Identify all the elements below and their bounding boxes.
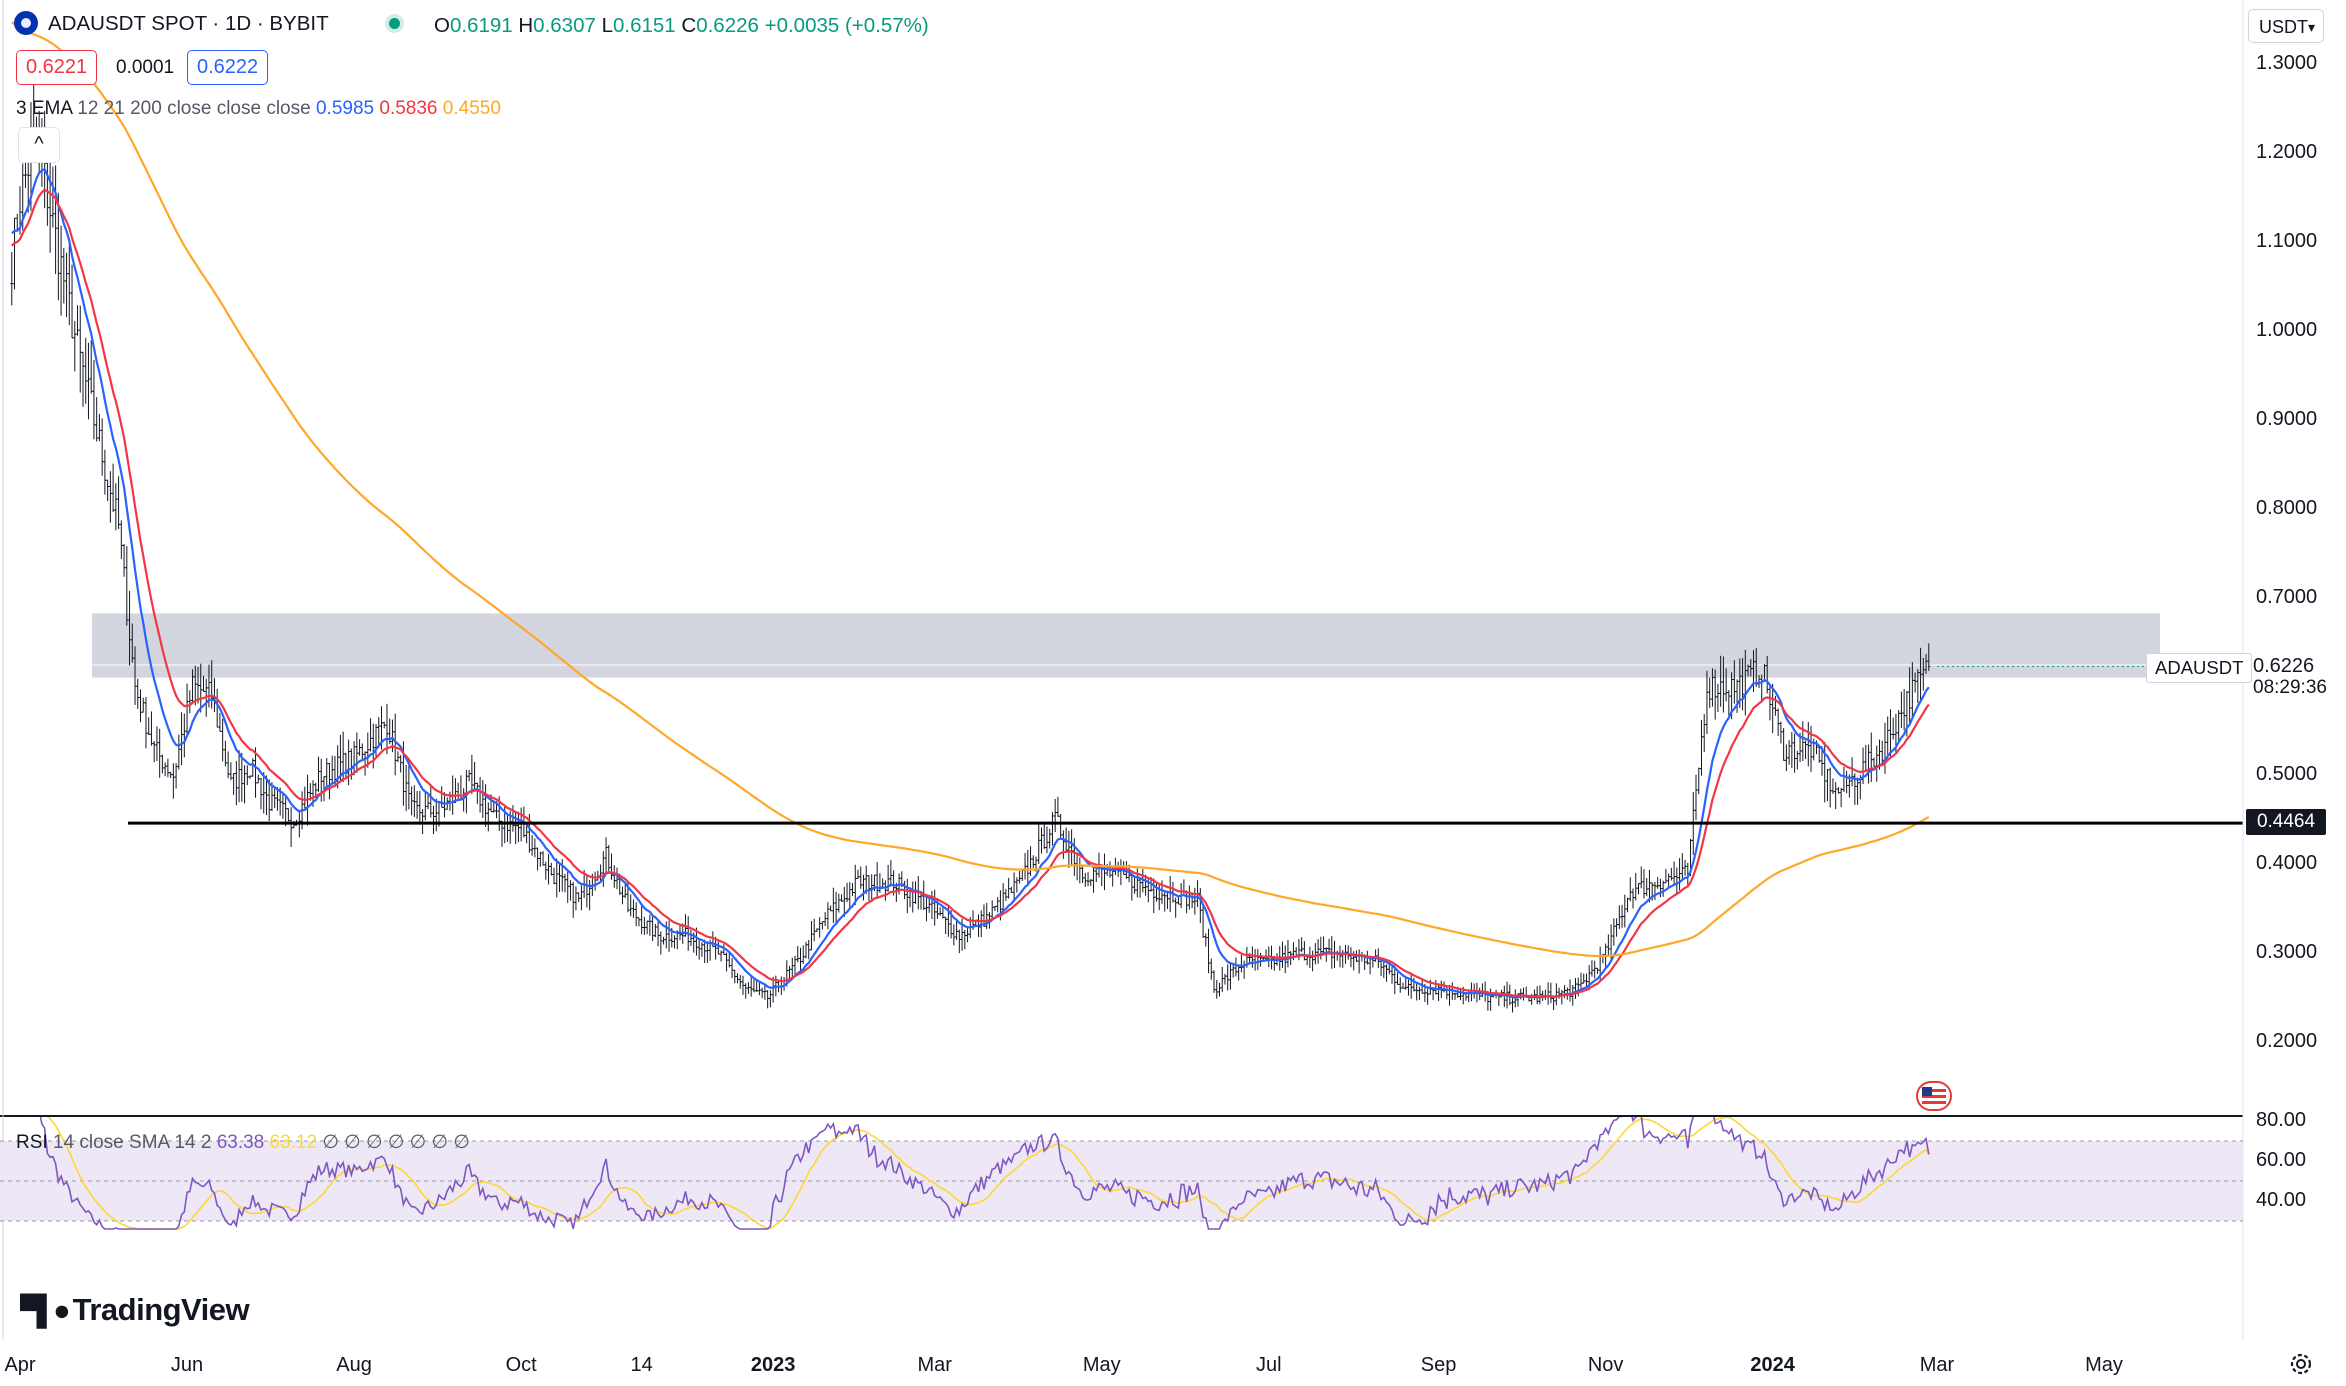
time-tick-label: Sep (1420, 1354, 1457, 1376)
price-tick-label: 1.0000 (2256, 318, 2318, 341)
ema200-value: 0.4550 (442, 98, 501, 119)
low-value: 0.6151 (612, 14, 676, 37)
price-tick-label: 0.9000 (2256, 407, 2318, 430)
price-tick-label: 0.8000 (2256, 496, 2318, 519)
price-tick-label: 0.5000 (2256, 763, 2318, 786)
ema21-value: 0.5836 (379, 98, 438, 119)
rsi-tick-label: 80.00 (2256, 1109, 2307, 1131)
high-value: 0.6307 (533, 14, 596, 37)
tradingview-mark-icon: ▀▌● (20, 1295, 71, 1327)
time-tick-label: Mar (1919, 1354, 1955, 1376)
time-tick-label: Oct (505, 1354, 537, 1376)
price-tick-label: 0.2000 (2256, 1030, 2318, 1053)
price-tick-label: 0.4000 (2256, 852, 2318, 875)
market-status-icon (389, 18, 400, 29)
last-price-label: 0.6226 (2253, 655, 2315, 677)
ohlc-legend: O0.6191 H0.6307 L0.6151 C0.6226 +0.0035 … (434, 14, 929, 37)
spread-value: 0.0001 (116, 57, 175, 78)
ema12-line (11, 168, 1930, 999)
rsi-pane (0, 1117, 2243, 1230)
rsi-tick-label: 40.00 (2256, 1189, 2307, 1211)
symbol-title[interactable]: ADAUSDT SPOT · 1D · BYBIT (48, 12, 329, 35)
change-value: +0.0035 (+0.57%) (764, 14, 929, 37)
ema-params: 12 21 200 close close close (77, 98, 311, 119)
rsi-value: 63.38 (216, 1132, 265, 1153)
currency-select[interactable]: USDT (2248, 9, 2324, 44)
time-tick-label: Nov (1587, 1354, 1624, 1376)
rsi-legend[interactable]: RSI 14 close SMA 14 2 63.38 63.12 ∅ ∅ ∅ … (16, 1131, 470, 1154)
us-flag-icon[interactable] (1916, 1081, 1952, 1111)
ema-title: 3 EMA (16, 98, 72, 119)
time-tick-label: Jul (1255, 1354, 1282, 1376)
collapse-legend-button[interactable]: ^ (18, 127, 60, 163)
tradingview-logo[interactable]: ▀▌● TradingView (20, 1292, 250, 1327)
ema21-line (11, 188, 1930, 998)
time-tick-label: May (1082, 1354, 1121, 1376)
bar-countdown: 08:29:36 (2253, 677, 2327, 698)
rsi-title: RSI (16, 1132, 48, 1153)
price-pane (0, 0, 2244, 1340)
time-tick-label: 2024 (1750, 1354, 1795, 1376)
ema-legend[interactable]: 3 EMA 12 21 200 close close close 0.5985… (16, 98, 501, 120)
price-tick-label: 1.3000 (2256, 52, 2318, 74)
open-value: 0.6191 (449, 14, 513, 37)
candles (10, 84, 1931, 1013)
sell-price-button[interactable]: 0.6221 (16, 50, 98, 85)
rsi-sma-value: 63.12 (269, 1132, 318, 1153)
price-tick-label: 0.7000 (2256, 585, 2318, 608)
price-tick-label: 1.1000 (2256, 229, 2318, 252)
resistance-zone (92, 613, 2160, 678)
time-tick-label: May (2085, 1354, 2123, 1376)
price-tick-label: 1.2000 (2256, 140, 2318, 163)
buy-price-button[interactable]: 0.6222 (187, 50, 269, 85)
time-tick-label: Aug (336, 1354, 372, 1376)
rsi-params: 14 close SMA 14 2 (52, 1132, 212, 1153)
time-tick-label: Jun (170, 1354, 204, 1376)
horizontal-level-label[interactable]: 0.4464 (2246, 809, 2326, 835)
ema12-value: 0.5985 (315, 98, 375, 119)
time-tick-label: Apr (4, 1354, 36, 1376)
rsi-flags: ∅ ∅ ∅ ∅ ∅ ∅ ∅ (322, 1132, 470, 1153)
price-tick-label: 0.3000 (2256, 941, 2318, 964)
ema200-line (11, 21, 1930, 958)
time-tick-label: Mar (917, 1354, 952, 1376)
rsi-sma-line (47, 1117, 1930, 1230)
close-value: 0.6226 (696, 14, 759, 37)
time-tick-label: 14 (630, 1354, 653, 1376)
rsi-tick-label: 60.00 (2256, 1149, 2307, 1171)
settings-gear-icon[interactable] (2287, 1350, 2315, 1378)
ticker-label: ADAUSDT (2146, 653, 2253, 683)
rsi-line (16, 1117, 1930, 1230)
cardano-icon (14, 11, 38, 35)
time-tick-label: 2023 (750, 1354, 796, 1376)
